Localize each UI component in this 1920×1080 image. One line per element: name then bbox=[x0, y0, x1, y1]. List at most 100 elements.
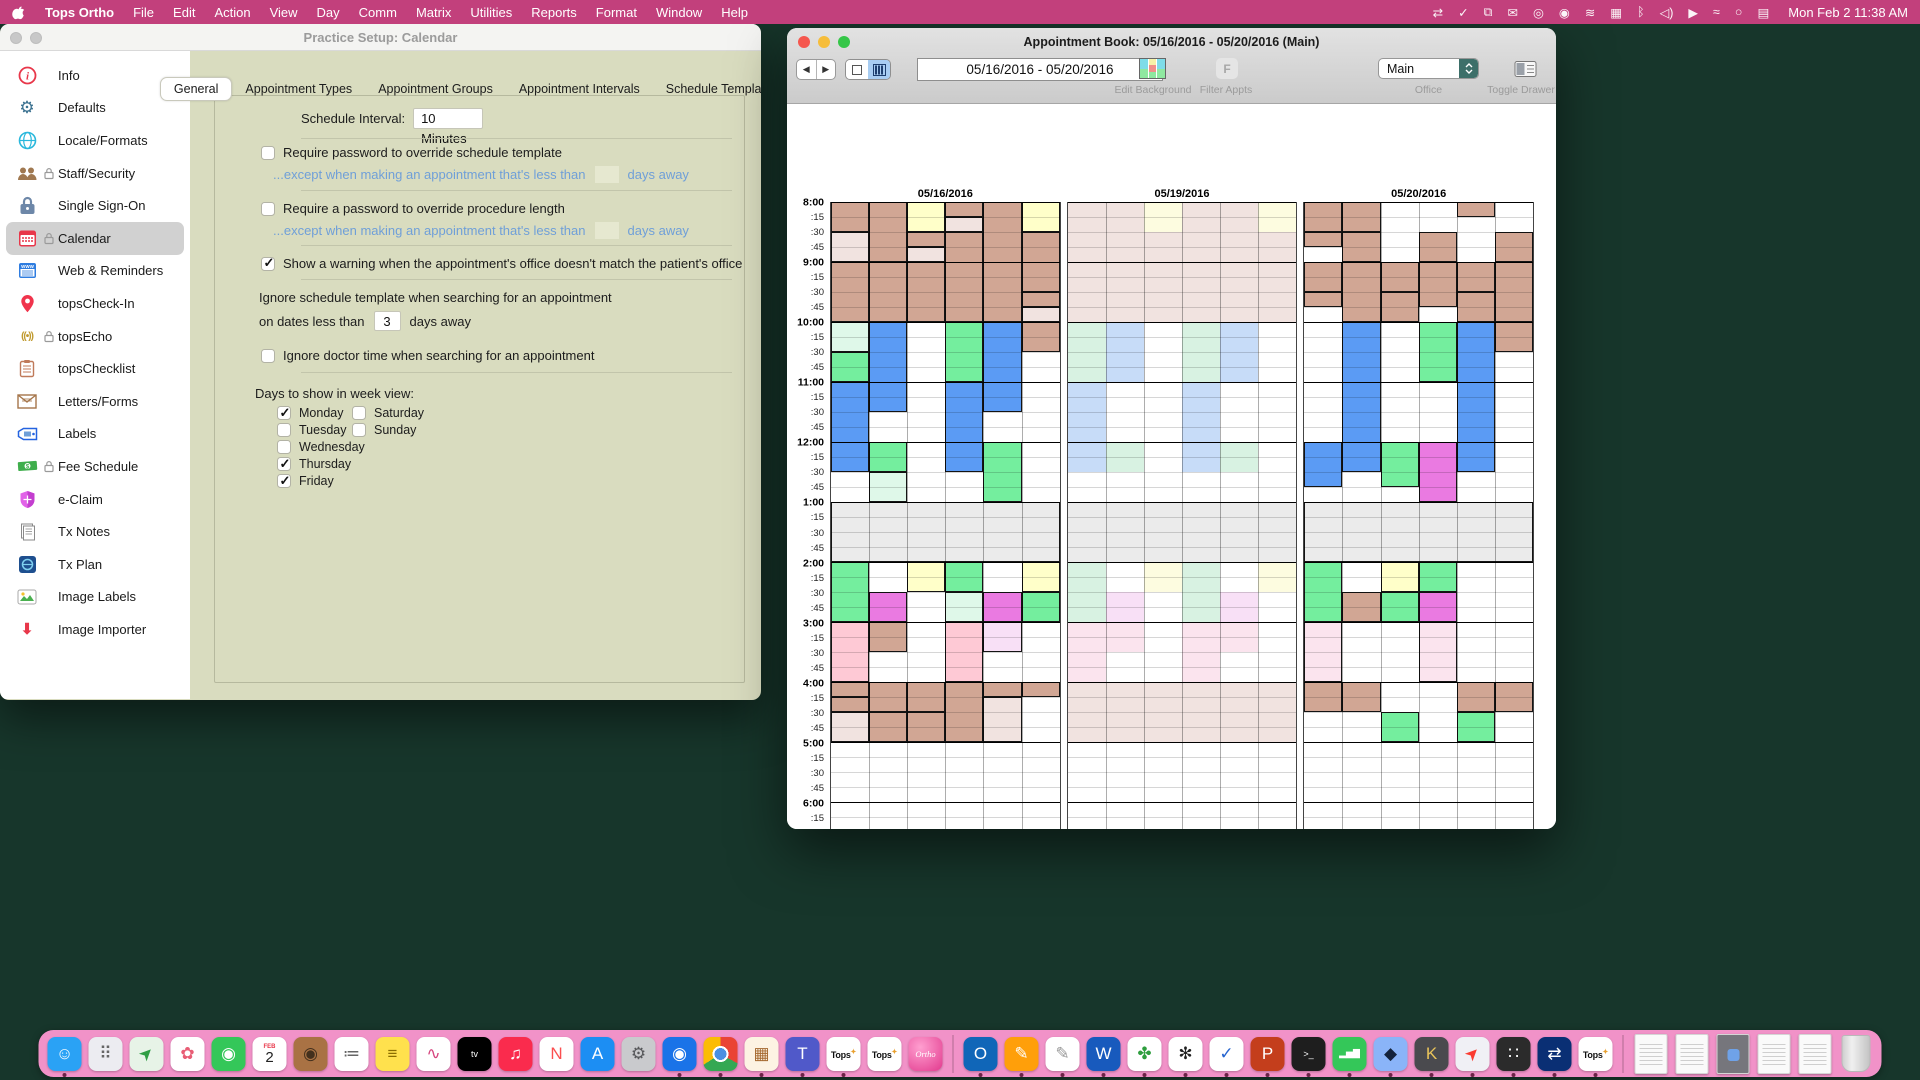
appointment-block[interactable] bbox=[1021, 562, 1060, 592]
tab-schedule-templates[interactable]: Schedule Templates bbox=[665, 82, 761, 96]
menu-edit[interactable]: Edit bbox=[173, 4, 196, 20]
dock-facetime[interactable]: ◉ bbox=[210, 1031, 248, 1077]
appointment-block[interactable] bbox=[1105, 202, 1144, 322]
appointment-block[interactable] bbox=[1380, 292, 1419, 322]
appointment-block[interactable] bbox=[1105, 592, 1144, 622]
next-button[interactable]: ▶ bbox=[822, 64, 830, 74]
appointment-block[interactable] bbox=[1342, 322, 1381, 472]
dock-system-settings[interactable]: ⚙ bbox=[620, 1031, 658, 1077]
menu-reports[interactable]: Reports bbox=[531, 4, 577, 20]
appointment-block[interactable] bbox=[831, 712, 870, 742]
play-icon[interactable]: ▶ bbox=[1688, 5, 1699, 20]
week-view-button[interactable] bbox=[868, 60, 890, 79]
tab-appointment-groups[interactable]: Appointment Groups bbox=[378, 82, 493, 96]
appointment-block[interactable] bbox=[983, 622, 1022, 652]
appointment-block[interactable] bbox=[1418, 442, 1457, 502]
appointment-block[interactable] bbox=[869, 712, 908, 742]
appointment-block[interactable] bbox=[907, 232, 946, 247]
schedule-interval-field[interactable]: 10 Minutes bbox=[413, 108, 484, 146]
appointment-block[interactable] bbox=[831, 697, 870, 712]
dock-keychain[interactable]: K bbox=[1413, 1031, 1451, 1077]
sidebar-item-fee-schedule[interactable]: $ Fee Schedule bbox=[6, 450, 184, 483]
appointment-block[interactable] bbox=[1342, 592, 1381, 622]
appointment-block[interactable] bbox=[1067, 682, 1106, 742]
appointment-block[interactable] bbox=[983, 682, 1022, 697]
sidebar-item-image-importer[interactable]: ⬇ Image Importer bbox=[6, 613, 184, 646]
minimize-button[interactable] bbox=[818, 36, 830, 48]
dock-news[interactable]: N bbox=[538, 1031, 576, 1077]
menu-view[interactable]: View bbox=[269, 4, 298, 20]
appointment-block[interactable] bbox=[869, 682, 908, 712]
appointment-block[interactable] bbox=[1220, 622, 1259, 652]
appointment-block[interactable] bbox=[945, 622, 984, 682]
edit-background-button[interactable] bbox=[1139, 58, 1166, 79]
appointment-block[interactable] bbox=[1021, 322, 1060, 352]
appointment-block[interactable] bbox=[831, 202, 870, 232]
sidebar-item-topsecho[interactable]: ((•)) topsEcho bbox=[6, 320, 184, 353]
dock-terminal[interactable]: >_ bbox=[1290, 1031, 1328, 1077]
office-warning-checkbox[interactable] bbox=[261, 255, 275, 271]
dock-music[interactable]: ♫ bbox=[497, 1031, 535, 1077]
wifi-icon[interactable]: ≈ bbox=[1713, 5, 1720, 19]
spiral-app-icon[interactable]: ◎ bbox=[1532, 5, 1544, 20]
appointment-block[interactable] bbox=[907, 202, 946, 232]
mail-icon[interactable]: ✉ bbox=[1507, 5, 1518, 20]
dock-apple-tv[interactable]: tv bbox=[456, 1031, 494, 1077]
appointment-block[interactable] bbox=[831, 682, 870, 697]
dock-green-figure-app[interactable]: ✤ bbox=[1126, 1031, 1164, 1077]
ignore-doctor-checkbox[interactable] bbox=[261, 348, 275, 363]
appointment-block[interactable] bbox=[907, 562, 946, 592]
appointment-block[interactable] bbox=[869, 262, 908, 322]
dock-word[interactable]: W bbox=[1085, 1031, 1123, 1077]
appointment-block[interactable] bbox=[1456, 262, 1495, 292]
appointment-block[interactable] bbox=[907, 247, 946, 262]
menu-matrix[interactable]: Matrix bbox=[415, 4, 452, 20]
appointment-block[interactable] bbox=[831, 262, 870, 322]
dock-minimized-window[interactable] bbox=[1714, 1031, 1752, 1077]
displays-icon[interactable]: ⧉ bbox=[1483, 4, 1493, 19]
appointment-block[interactable] bbox=[831, 232, 870, 262]
appointment-block[interactable] bbox=[1067, 502, 1297, 562]
sidebar-item-e-claim[interactable]: e-Claim bbox=[6, 483, 184, 516]
appointment-block[interactable] bbox=[1304, 442, 1343, 487]
days-away-field-2[interactable] bbox=[594, 222, 619, 239]
friday-checkbox[interactable] bbox=[277, 473, 291, 489]
appointment-block[interactable] bbox=[1021, 292, 1060, 307]
appointment-block[interactable] bbox=[1494, 322, 1533, 352]
appointment-block[interactable] bbox=[945, 592, 984, 622]
sidebar-item-locale-formats[interactable]: Locale/Formats bbox=[6, 124, 184, 157]
sidebar-item-topscheck-in[interactable]: topsCheck-In bbox=[6, 287, 184, 320]
appointment-block[interactable] bbox=[1182, 682, 1221, 742]
sidebar-item-calendar[interactable]: Calendar bbox=[6, 221, 184, 255]
appointment-block[interactable] bbox=[869, 622, 908, 652]
appointment-block[interactable] bbox=[1143, 682, 1182, 742]
appointment-block[interactable] bbox=[983, 592, 1022, 622]
saturday-checkbox[interactable] bbox=[352, 406, 366, 420]
days-value-field[interactable]: 3 bbox=[373, 311, 401, 331]
appointment-block[interactable] bbox=[983, 202, 1022, 322]
dock-maps[interactable]: ➤ bbox=[128, 1031, 166, 1077]
appointment-block[interactable] bbox=[945, 217, 984, 232]
day-schedule-body[interactable] bbox=[1303, 202, 1535, 829]
dock-minimized-doc-3[interactable] bbox=[1796, 1031, 1834, 1077]
date-range-field[interactable]: 05/16/2016 - 05/20/2016 bbox=[917, 58, 1163, 81]
tops-status-icon[interactable]: ✓ bbox=[1458, 5, 1469, 20]
control-center-icon[interactable]: ▤ bbox=[1757, 5, 1770, 20]
sidebar-item-info[interactable]: i Info bbox=[6, 59, 184, 92]
appointment-block[interactable] bbox=[831, 502, 1060, 562]
appointment-block[interactable] bbox=[907, 682, 946, 712]
appointment-block[interactable] bbox=[1021, 682, 1060, 697]
appointment-block[interactable] bbox=[1105, 322, 1144, 382]
keyboard-icon[interactable]: ▦ bbox=[1610, 5, 1623, 20]
appointment-block[interactable] bbox=[1456, 292, 1495, 322]
dock-minimized-doc[interactable] bbox=[1673, 1031, 1711, 1077]
require-password-length-checkbox[interactable] bbox=[261, 201, 275, 216]
appointment-block[interactable] bbox=[1456, 712, 1495, 742]
appointment-block[interactable] bbox=[1304, 682, 1343, 712]
dock-teams[interactable]: T bbox=[784, 1031, 822, 1077]
monday-checkbox[interactable] bbox=[277, 405, 291, 421]
appointment-block[interactable] bbox=[1342, 232, 1381, 262]
appointment-block[interactable] bbox=[1456, 322, 1495, 472]
appointment-block[interactable] bbox=[907, 262, 946, 322]
volume-icon[interactable]: ◁) bbox=[1659, 5, 1674, 20]
